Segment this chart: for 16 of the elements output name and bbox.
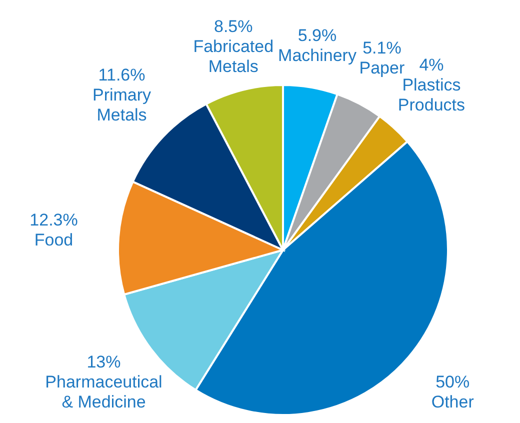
data-label: 12.3% (30, 210, 78, 230)
slice-label: Fabricated Metals (193, 36, 274, 76)
data-label: 5.9% (298, 26, 337, 45)
slice-label: Primary Metals (92, 86, 152, 125)
slice-label: Pharmaceutical & Medicine (45, 372, 162, 412)
data-label: 50% (436, 372, 470, 392)
data-label: 8.5% (214, 16, 253, 36)
slice-label: Paper (359, 58, 405, 78)
data-label: 13% (86, 352, 121, 372)
data-label: 11.6% (98, 66, 146, 85)
slice-label: Machinery (278, 46, 357, 65)
slice-label: Food (34, 230, 74, 250)
slice-label: Other (431, 392, 474, 412)
data-label: 4% (419, 55, 444, 74)
slice-label: Plastics Products (398, 75, 466, 114)
data-label: 5.1% (362, 38, 402, 58)
